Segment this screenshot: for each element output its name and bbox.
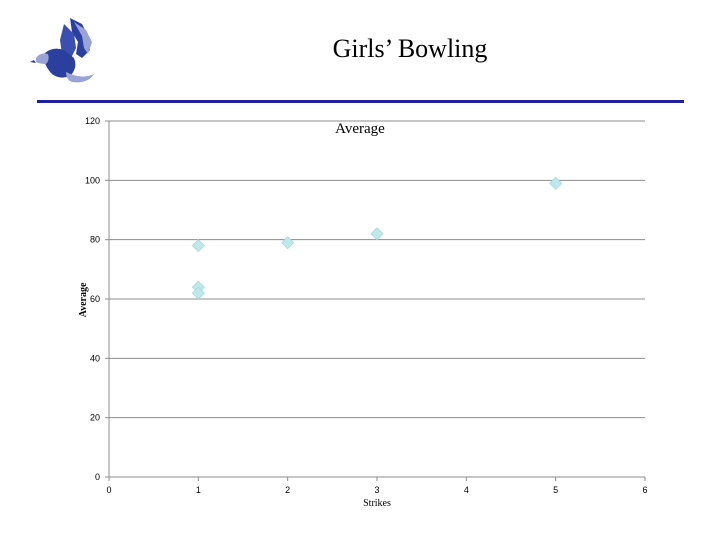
x-tick-label: 0 xyxy=(106,485,111,495)
x-tick-label: 4 xyxy=(464,485,469,495)
data-point xyxy=(191,286,205,300)
chart-title: Average xyxy=(335,121,385,137)
x-tick-label: 6 xyxy=(642,485,647,495)
x-tick-label: 3 xyxy=(374,485,379,495)
data-point xyxy=(549,176,563,190)
y-axis-label: Average xyxy=(78,282,89,317)
data-points xyxy=(191,176,563,300)
y-tick-label: 0 xyxy=(95,472,100,482)
axes xyxy=(105,120,646,481)
tick-labels: 0 20 40 60 80 100 120 0 1 2 3 4 5 6 xyxy=(85,116,648,495)
data-point xyxy=(281,236,295,250)
data-point xyxy=(191,239,205,253)
data-point xyxy=(370,227,384,241)
eagle-logo xyxy=(30,14,102,91)
x-tick-label: 5 xyxy=(553,485,558,495)
eagle-logo-icon xyxy=(30,18,94,83)
y-tick-label: 120 xyxy=(85,116,100,126)
x-axis-label: Strikes xyxy=(363,498,391,509)
slide-title: Girls’ Bowling xyxy=(332,34,488,63)
grid-lines xyxy=(109,120,645,478)
y-tick-label: 100 xyxy=(85,175,100,185)
title-divider xyxy=(37,100,684,103)
x-tick-label: 1 xyxy=(196,485,201,495)
y-tick-label: 80 xyxy=(90,235,100,245)
y-tick-label: 20 xyxy=(90,413,100,423)
y-tick-label: 60 xyxy=(90,294,100,304)
x-tick-label: 2 xyxy=(285,485,290,495)
y-tick-label: 40 xyxy=(90,353,100,363)
